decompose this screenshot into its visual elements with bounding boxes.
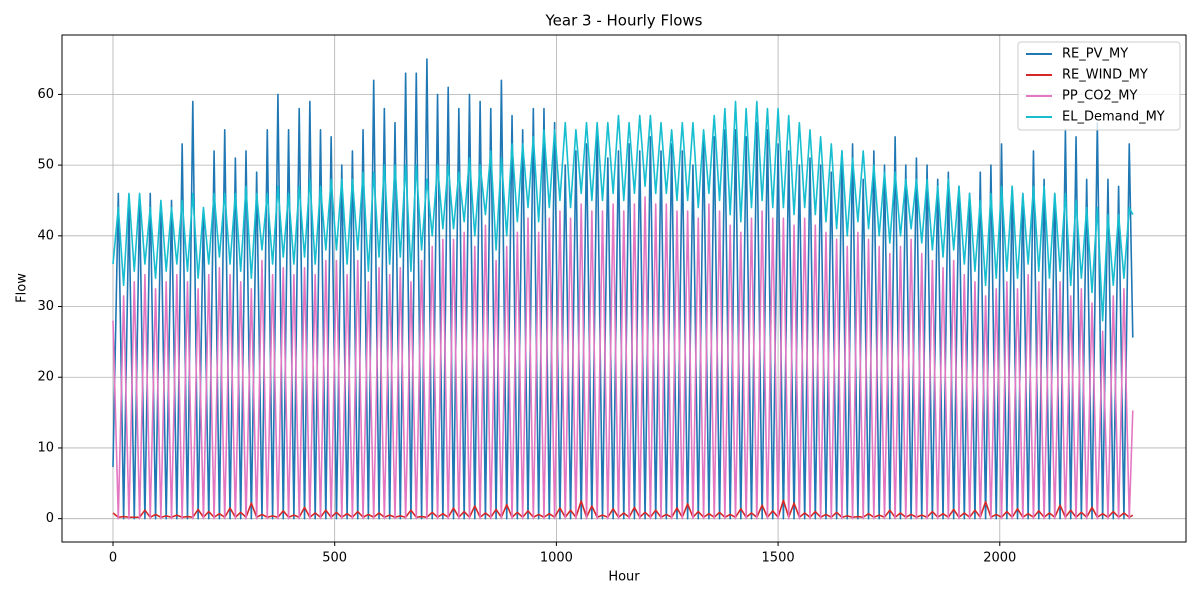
y-tick-label: 20 bbox=[37, 370, 54, 385]
chart-title: Year 3 - Hourly Flows bbox=[544, 12, 702, 30]
y-tick-label: 40 bbox=[37, 228, 54, 243]
x-axis-label: Hour bbox=[608, 570, 640, 585]
x-tick-label: 1000 bbox=[540, 551, 573, 566]
legend-box bbox=[1017, 41, 1181, 131]
y-tick-label: 0 bbox=[46, 511, 54, 526]
legend: RE_PV_MY RE_WIND_MY PP_CO2_MY EL_Demand_MY bbox=[1017, 41, 1181, 131]
series-line bbox=[112, 196, 1134, 520]
legend-label: EL_Demand_MY bbox=[1062, 110, 1165, 125]
x-tick-label: 2000 bbox=[983, 551, 1016, 566]
legend-label: RE_PV_MY bbox=[1062, 47, 1128, 62]
x-tick-label: 0 bbox=[109, 551, 117, 566]
y-tick-label: 10 bbox=[37, 440, 54, 455]
y-axis-label: Flow bbox=[15, 273, 30, 303]
y-tick-label: 60 bbox=[37, 87, 54, 102]
series-line bbox=[112, 58, 1134, 520]
plot-lines bbox=[112, 58, 1134, 520]
series-line bbox=[112, 100, 1134, 322]
legend-label: PP_CO2_MY bbox=[1062, 89, 1137, 104]
plot-frame bbox=[61, 34, 1187, 543]
legend-label: RE_WIND_MY bbox=[1062, 68, 1148, 83]
x-tick-label: 1500 bbox=[762, 551, 795, 566]
y-tick-label: 50 bbox=[37, 158, 54, 173]
y-tick-label: 30 bbox=[37, 299, 54, 314]
series-line bbox=[112, 499, 1134, 519]
x-tick-label: 500 bbox=[322, 551, 347, 566]
